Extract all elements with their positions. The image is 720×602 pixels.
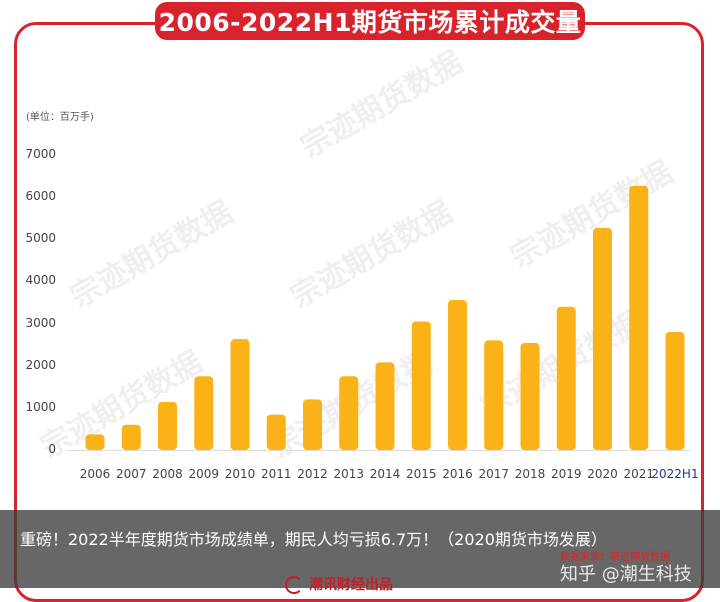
x-tick-label: 2012 — [297, 467, 328, 481]
bar-2022H1 — [665, 332, 685, 450]
bar-2019 — [556, 306, 576, 450]
x-tick-label: 2015 — [406, 467, 437, 481]
x-tick-label: 2014 — [370, 467, 401, 481]
x-tick-label: 2022H1 — [651, 467, 698, 481]
x-tick-label: 2009 — [188, 467, 219, 481]
bar-2017 — [484, 340, 504, 450]
x-tick-label: 2011 — [261, 467, 292, 481]
bar-2010 — [230, 339, 250, 450]
x-tick-label: 2016 — [442, 467, 473, 481]
brand-label: 潮讯财经出品 — [309, 577, 393, 593]
y-tick-label: 4000 — [25, 273, 56, 288]
y-tick-label: 3000 — [25, 315, 56, 330]
y-tick-label: 6000 — [25, 189, 56, 204]
x-tick-label: 2021 — [623, 467, 654, 481]
x-tick-label: 2017 — [478, 467, 509, 481]
y-tick-label: 0 — [48, 442, 56, 456]
bar-2020 — [593, 227, 612, 450]
brand: 潮讯财经出品 — [285, 574, 393, 594]
bar-2014 — [375, 362, 395, 450]
bar-2018 — [520, 342, 540, 450]
bar-2011 — [266, 414, 286, 450]
x-tick-label: 2007 — [116, 467, 147, 481]
caption-text[interactable]: 重磅！2022半年度期货市场成绩单，期民人均亏损6.7万！（2020期货市场发展… — [20, 530, 607, 549]
x-tick-label: 2019 — [551, 467, 582, 481]
x-tick-label: 2010 — [225, 467, 256, 481]
bar-2015 — [411, 321, 431, 450]
y-tick-label: 2000 — [25, 357, 56, 372]
brand-logo-icon — [285, 576, 303, 594]
x-tick-label: 2018 — [515, 467, 546, 481]
bar-2013 — [339, 376, 359, 450]
x-tick-label: 2020 — [587, 467, 618, 481]
zhihu-watermark: 知乎 @潮生科技 — [560, 564, 692, 585]
bar-2009 — [194, 376, 214, 450]
bar-2008 — [158, 401, 177, 450]
y-tick-label: 5000 — [25, 231, 56, 246]
chart-panel — [14, 22, 704, 602]
x-tick-label: 2006 — [80, 467, 111, 481]
bar-chart: 2006 2007 2008 2009 2010 2011 2012 2013 2014 2015… — [66, 185, 699, 481]
x-tick-label: 2013 — [333, 467, 364, 481]
chart-title: 2006-2022H1期货市场累计成交量 — [158, 8, 582, 37]
bar-2007 — [121, 424, 141, 450]
caption-bar — [0, 510, 720, 588]
bar-2012 — [303, 399, 322, 450]
chart-title-box: 2006-2022H1期货市场累计成交量 — [155, 2, 585, 40]
y-tick-label: 1000 — [25, 399, 56, 414]
y-tick-label: 7000 — [25, 147, 56, 161]
unit-label: (单位：百万手) — [26, 112, 94, 123]
bar-2021 — [629, 185, 649, 450]
source-label: 数据来源：宗迹期货数据 — [560, 552, 670, 563]
bar-2016 — [448, 299, 467, 450]
bar-2006 — [85, 434, 105, 450]
x-tick-label: 2008 — [152, 467, 183, 481]
